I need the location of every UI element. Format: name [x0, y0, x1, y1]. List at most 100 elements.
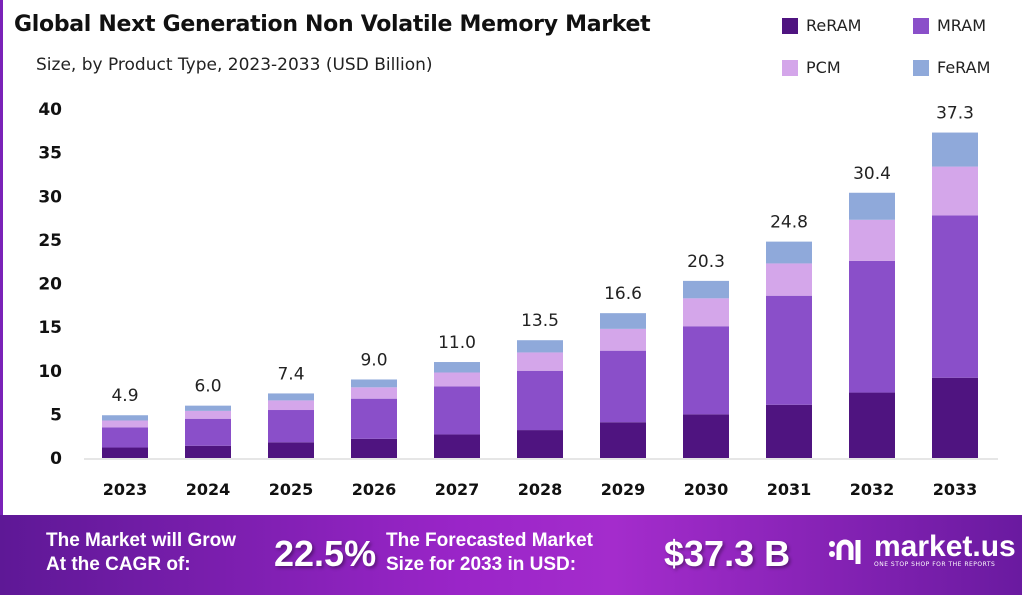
bar-segment-reram: [185, 445, 231, 458]
bar-segment-feram: [849, 192, 895, 220]
y-tick-label: 20: [38, 275, 62, 295]
bar-segment-feram: [268, 393, 314, 401]
bar-segment-pcm: [102, 420, 148, 428]
y-tick-label: 15: [38, 318, 62, 338]
bar-segment-mram: [683, 326, 729, 415]
x-tick-label: 2030: [684, 480, 729, 499]
bar-segment-mram: [268, 410, 314, 443]
legend-label: ReRAM: [806, 16, 862, 35]
brand-logo: market.us ONE STOP SHOP FOR THE REPORTS: [828, 530, 1016, 568]
bar-segment-pcm: [517, 352, 563, 371]
bar-segment-feram: [351, 379, 397, 388]
legend: ReRAM MRAM PCM FeRAM: [780, 12, 1020, 82]
x-tick-label: 2025: [269, 480, 314, 499]
x-tick-label: 2024: [186, 480, 231, 499]
bar-segment-feram: [683, 280, 729, 299]
x-tick-label: 2026: [352, 480, 397, 499]
y-tick-label: 30: [38, 187, 62, 207]
bar-segment-feram: [600, 313, 646, 329]
legend-label: MRAM: [937, 16, 987, 35]
x-tick-label: 2023: [103, 480, 148, 499]
bar-segment-reram: [434, 434, 480, 458]
bar-total-label: 9.0: [360, 350, 387, 370]
x-tick-label: 2027: [435, 480, 480, 499]
cagr-label-line2: At the CAGR of:: [46, 554, 191, 575]
bar-segment-reram: [932, 377, 978, 458]
bar-segment-mram: [766, 295, 812, 405]
bar-segment-feram: [102, 415, 148, 421]
bar-segment-feram: [517, 340, 563, 353]
bar-segment-pcm: [600, 328, 646, 351]
x-tick-label: 2029: [601, 480, 646, 499]
x-tick-label: 2032: [850, 480, 895, 499]
brand-name: market.us: [874, 530, 1016, 563]
bar-segment-mram: [434, 386, 480, 435]
legend-swatch: [782, 59, 798, 76]
chart-subtitle: Size, by Product Type, 2023-2033 (USD Bi…: [36, 55, 433, 75]
bar-segment-reram: [600, 422, 646, 458]
bar-segment-reram: [683, 414, 729, 458]
legend-swatch: [782, 17, 798, 34]
bar-segment-pcm: [185, 410, 231, 419]
legend-swatch: [913, 17, 929, 34]
y-tick-label: 0: [50, 449, 62, 469]
chart-title: Global Next Generation Non Volatile Memo…: [14, 12, 651, 37]
y-tick-label: 40: [38, 100, 62, 120]
bar-segment-mram: [185, 418, 231, 446]
cagr-label: The Market will Grow At the CAGR of:: [46, 529, 236, 577]
bar-total-label: 4.9: [111, 386, 138, 406]
bar-segment-reram: [351, 438, 397, 458]
forecast-value: $37.3 B: [664, 533, 791, 574]
x-tick-label: 2028: [518, 480, 563, 499]
bar-segment-pcm: [766, 263, 812, 296]
bar-segment-reram: [766, 404, 812, 458]
legend-swatch: [913, 59, 929, 76]
bar-segment-mram: [517, 370, 563, 431]
market-us-logo-icon: [829, 539, 861, 564]
legend-label: PCM: [806, 58, 841, 77]
legend-item-reram: ReRAM: [782, 16, 861, 35]
bar-segment-feram: [766, 241, 812, 264]
cagr-label-line1: The Market will Grow: [46, 530, 237, 551]
bar-segment-feram: [434, 362, 480, 373]
bar-segment-pcm: [683, 298, 729, 327]
y-tick-label: 10: [38, 362, 62, 382]
y-tick-label: 25: [38, 231, 62, 251]
x-tick-label: 2033: [933, 480, 978, 499]
bar-segment-pcm: [932, 166, 978, 216]
bar-segment-reram: [517, 430, 563, 458]
bar-total-label: 13.5: [521, 311, 559, 331]
bar-segment-pcm: [351, 387, 397, 399]
brand-tagline: ONE STOP SHOP FOR THE REPORTS: [874, 561, 996, 568]
legend-item-mram: MRAM: [913, 16, 986, 35]
footer-banner: The Market will Grow At the CAGR of: 22.5…: [0, 515, 1022, 595]
y-tick-label: 5: [50, 405, 62, 425]
bar-segment-mram: [351, 398, 397, 439]
legend-label: FeRAM: [937, 58, 991, 77]
forecast-label-line2: Size for 2033 in USD:: [386, 554, 577, 575]
bar-segment-reram: [849, 392, 895, 458]
bar-segment-reram: [268, 442, 314, 458]
bar-segment-pcm: [434, 372, 480, 387]
bar-total-label: 11.0: [438, 333, 476, 353]
bar-segment-mram: [932, 215, 978, 378]
bar-segment-pcm: [849, 219, 895, 261]
forecast-label: The Forecasted Market Size for 2033 in US…: [386, 529, 593, 577]
stacked-bar-chart: 05101520253035404.920236.020247.420259.0…: [38, 100, 998, 499]
bar-total-label: 30.4: [853, 164, 891, 184]
bar-total-label: 24.8: [770, 213, 808, 233]
bar-segment-mram: [102, 427, 148, 448]
bar-total-label: 16.6: [604, 284, 642, 304]
forecast-label-line1: The Forecasted Market: [386, 530, 593, 551]
bar-total-label: 37.3: [936, 104, 974, 124]
bar-segment-pcm: [268, 400, 314, 411]
left-accent-border: [0, 0, 3, 515]
bar-segment-feram: [185, 405, 231, 411]
bar-segment-mram: [600, 350, 646, 423]
bar-segment-reram: [102, 447, 148, 458]
bar-total-label: 7.4: [277, 364, 304, 384]
bar-total-label: 6.0: [194, 377, 221, 397]
legend-item-feram: FeRAM: [913, 58, 990, 77]
bar-segment-mram: [849, 260, 895, 393]
bar-total-label: 20.3: [687, 252, 725, 272]
